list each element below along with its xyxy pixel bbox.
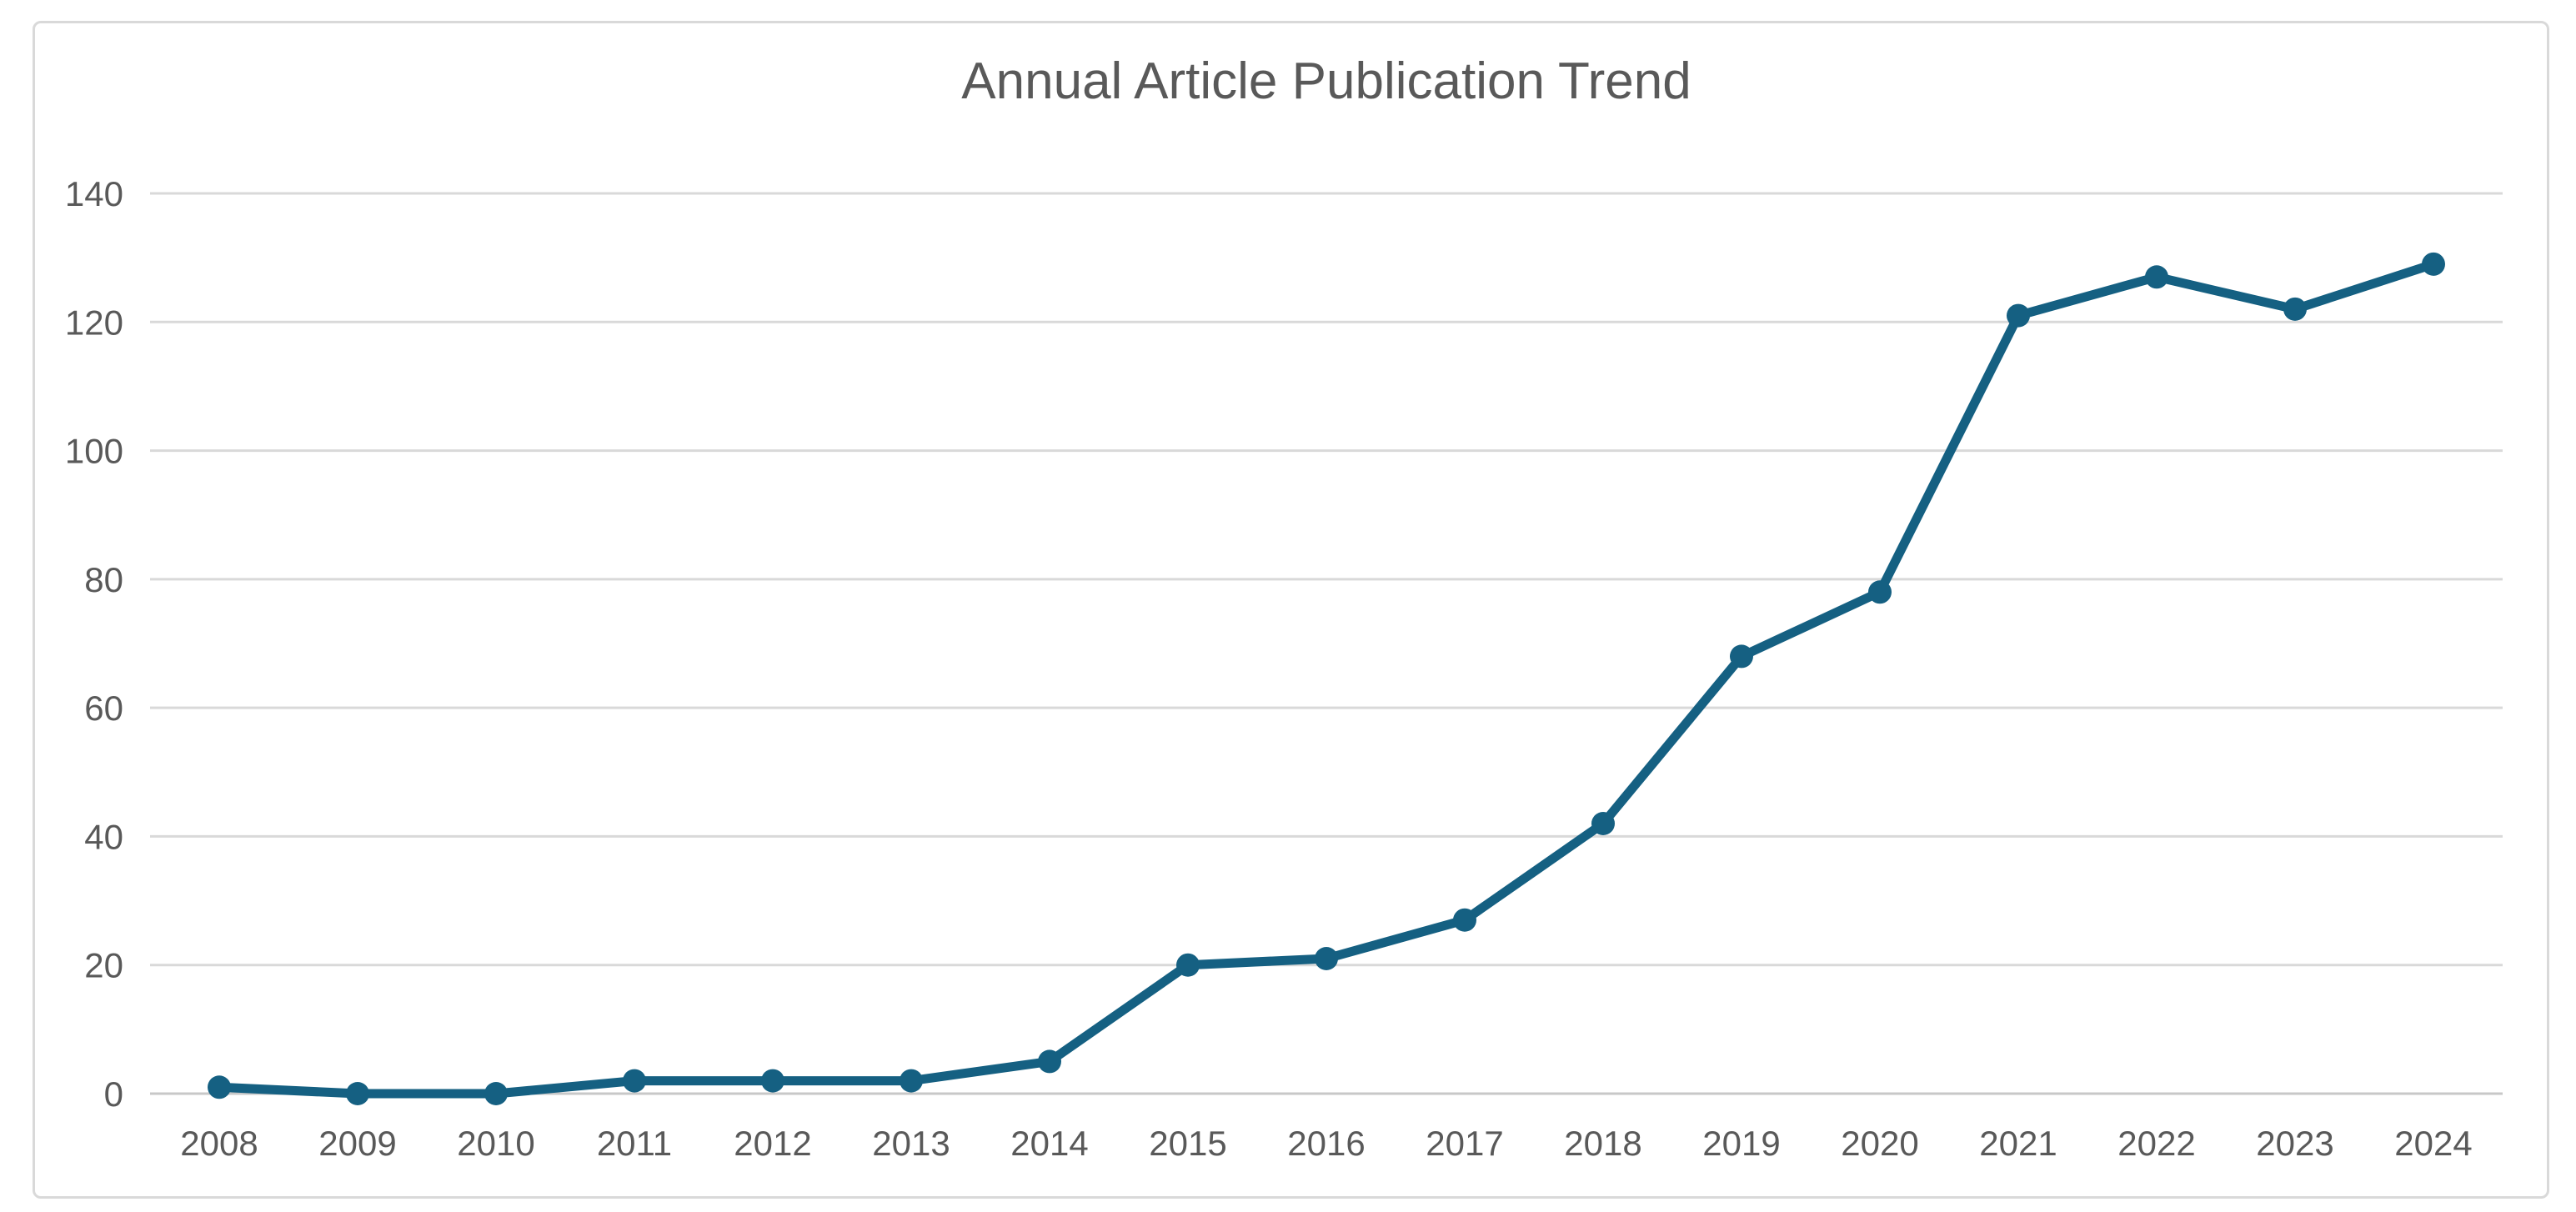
data-point-2009 [346,1082,369,1105]
data-point-2008 [208,1075,231,1099]
y-tick-label-40: 40 [84,817,123,856]
data-point-2022 [2145,265,2168,289]
x-tick-label-2018: 2018 [1564,1124,1641,1163]
x-tick-label-2012: 2012 [734,1124,811,1163]
x-tick-label-2024: 2024 [2394,1124,2472,1163]
data-point-2015 [1176,953,1200,977]
data-point-2016 [1315,947,1338,970]
x-tick-label-2014: 2014 [1010,1124,1088,1163]
x-tick-label-2019: 2019 [1702,1124,1780,1163]
data-point-2017 [1453,908,1476,932]
y-tick-label-120: 120 [65,303,123,342]
x-tick-label-2017: 2017 [1426,1124,1503,1163]
x-tick-label-2016: 2016 [1287,1124,1365,1163]
data-point-2024 [2422,252,2445,276]
data-point-2012 [761,1069,784,1093]
x-tick-label-2022: 2022 [2117,1124,2195,1163]
y-tick-label-140: 140 [65,174,123,213]
data-point-2013 [900,1069,923,1093]
y-tick-label-0: 0 [104,1074,123,1114]
y-tick-label-100: 100 [65,432,123,471]
chart-title: Annual Article Publication Trend [961,53,1691,110]
data-point-2011 [623,1069,646,1093]
x-tick-label-2008: 2008 [180,1124,258,1163]
data-point-2014 [1038,1049,1061,1074]
x-tick-label-2009: 2009 [318,1124,396,1163]
x-tick-label-2023: 2023 [2256,1124,2333,1163]
x-tick-label-2021: 2021 [1979,1124,2057,1163]
x-tick-label-2011: 2011 [597,1124,672,1163]
chart-frame[interactable] [33,21,2549,1199]
data-point-2018 [1591,812,1615,835]
x-tick-label-2013: 2013 [872,1124,950,1163]
x-tick-label-2015: 2015 [1149,1124,1226,1163]
y-tick-label-20: 20 [84,946,123,985]
y-tick-label-60: 60 [84,689,123,728]
data-point-2020 [1868,580,1892,604]
data-point-2019 [1730,644,1753,669]
data-point-2021 [2007,303,2030,328]
x-tick-label-2010: 2010 [457,1124,534,1163]
data-point-2023 [2283,297,2307,321]
data-point-2010 [484,1082,508,1105]
x-tick-label-2020: 2020 [1841,1124,1918,1163]
y-tick-label-80: 80 [84,560,123,599]
